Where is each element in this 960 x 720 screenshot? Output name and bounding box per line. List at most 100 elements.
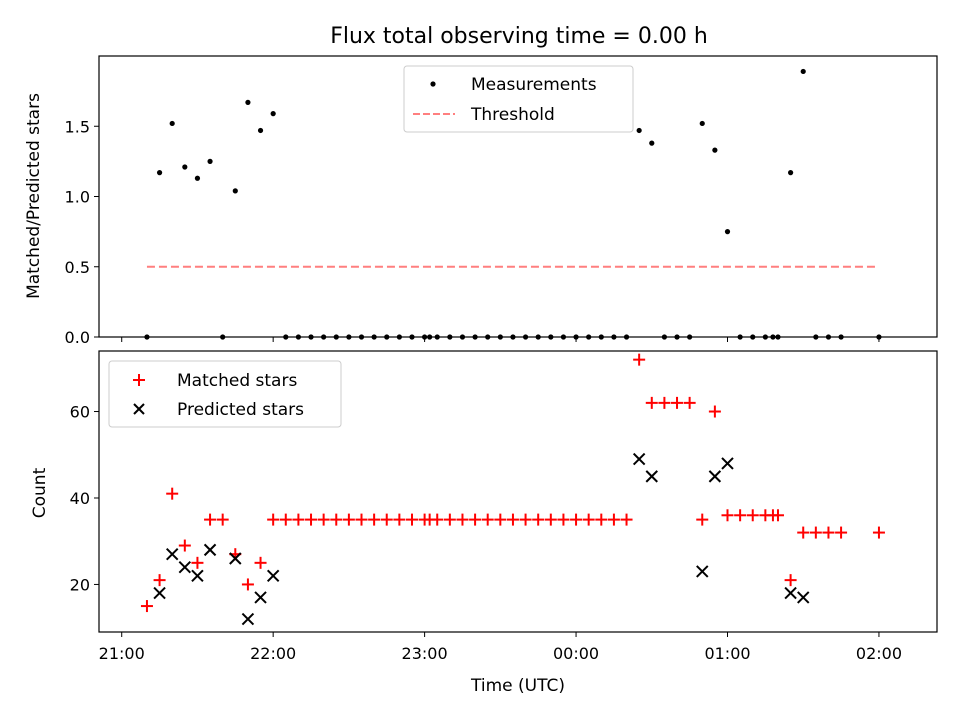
measurement-point — [245, 99, 251, 105]
measurement-point — [156, 170, 163, 176]
matched-star-point — [544, 513, 557, 526]
measurement-point — [257, 127, 264, 134]
measurement-point — [800, 68, 806, 75]
x-tick-label: 00:00 — [553, 644, 599, 663]
matched-star-point — [658, 396, 671, 409]
matched-star-point — [393, 513, 406, 526]
y-tick-label: 0.5 — [65, 258, 90, 277]
measurement-point — [649, 140, 655, 146]
measurement-point — [232, 188, 238, 194]
predicted-star-point — [254, 591, 267, 604]
x-tick-label: 21:00 — [99, 644, 145, 663]
y-tick-label: 0.0 — [65, 328, 90, 347]
x-tick-label: 22:00 — [250, 644, 296, 663]
matched-star-point — [431, 513, 444, 526]
matched-star-point — [532, 513, 545, 526]
measurement-point — [712, 147, 718, 153]
measurement-point — [207, 158, 213, 164]
top-axes: 0.0 0.5 1.0 1.5 Matched/Predicted stars Mea… — [24, 55, 938, 347]
legend-matched-label: Matched stars — [177, 371, 297, 391]
measurement-point — [724, 229, 731, 235]
matched-star-point — [166, 487, 179, 500]
matched-star-point — [267, 513, 280, 526]
matched-star-point — [683, 396, 696, 409]
matched-star-point — [469, 513, 482, 526]
matched-star-point — [557, 513, 570, 526]
predicted-star-point — [797, 591, 810, 604]
matched-star-point — [784, 574, 797, 587]
predicted-star-point — [708, 470, 722, 483]
legend-threshold-label: Threshold — [470, 105, 555, 125]
matched-star-point — [519, 513, 532, 526]
measurement-point — [788, 170, 794, 176]
bottom-axes: 21:00 22:00 23:00 00:00 01:00 02:00 20 40 60 Co… — [30, 350, 938, 696]
predicted-star-point — [721, 457, 734, 470]
matched-star-point — [595, 513, 608, 526]
measurement-point — [699, 120, 705, 127]
bottom-legend: Matched stars Predicted stars — [108, 360, 342, 428]
measurement-point — [636, 127, 642, 134]
x-axis-label: Time (UTC) — [470, 676, 565, 696]
matched-star-point — [241, 578, 254, 591]
x-tick-label: 01:00 — [704, 644, 750, 663]
matched-star-point — [797, 526, 810, 539]
matched-star-point — [305, 513, 318, 526]
bottom-axes-frame — [98, 350, 938, 633]
predicted-star-point — [165, 547, 179, 561]
x-tick-label: 23:00 — [402, 644, 448, 663]
matched-star-point — [254, 556, 267, 569]
matched-star-point — [443, 513, 456, 526]
top-legend: Measurements Threshold — [403, 65, 634, 133]
top-y-axis-label: Matched/Predicted stars — [24, 93, 44, 299]
matched-star-point — [317, 513, 330, 526]
predicted-star-point — [266, 569, 280, 583]
matched-star-point — [380, 513, 393, 526]
measurement-point — [270, 111, 276, 117]
matched-star-point — [216, 513, 229, 526]
measurement-point — [169, 120, 175, 127]
matched-star-point — [607, 513, 620, 526]
matched-star-point — [292, 513, 305, 526]
matched-star-point — [721, 509, 734, 522]
matched-star-point — [153, 574, 166, 587]
y-tick-label: 40 — [70, 489, 90, 508]
matched-star-point — [708, 405, 721, 418]
matched-star-point — [456, 513, 469, 526]
matched-star-point — [696, 513, 709, 526]
legend-matched-marker — [133, 374, 145, 386]
predicted-star-point — [178, 560, 192, 574]
predicted-star-point — [203, 543, 217, 557]
legend-measurements-label: Measurements — [471, 75, 597, 95]
matched-star-point — [645, 396, 658, 409]
legend-predicted-marker — [133, 403, 145, 415]
matched-star-point — [405, 513, 418, 526]
predicted-star-point — [632, 452, 646, 466]
matched-star-point — [620, 513, 633, 526]
matched-star-point — [809, 526, 822, 539]
y-tick-label: 1.5 — [65, 117, 90, 136]
matched-star-point — [506, 513, 519, 526]
matched-star-point — [330, 513, 343, 526]
predicted-star-point — [784, 586, 797, 600]
x-tick-label: 02:00 — [856, 644, 902, 663]
matched-star-point — [872, 526, 885, 539]
matched-star-point — [633, 353, 646, 366]
y-tick-label: 1.0 — [65, 188, 90, 207]
predicted-star-point — [645, 470, 658, 483]
legend-predicted-label: Predicted stars — [177, 400, 304, 420]
matched-star-point — [204, 513, 217, 526]
legend-measurements-marker — [430, 81, 436, 87]
predicted-star-point — [191, 569, 204, 583]
matched-star-point — [835, 526, 848, 539]
matched-star-point — [734, 509, 747, 522]
matched-star-point — [178, 539, 191, 552]
top-legend-box — [403, 65, 634, 133]
matched-star-point — [191, 556, 204, 569]
matched-star-point — [746, 509, 759, 522]
matched-star-point — [582, 513, 595, 526]
y-tick-label: 60 — [70, 403, 90, 422]
chart-title: Flux total observing time = 0.00 h — [330, 24, 708, 49]
matched-star-point — [368, 513, 381, 526]
bottom-legend-box — [108, 360, 342, 428]
